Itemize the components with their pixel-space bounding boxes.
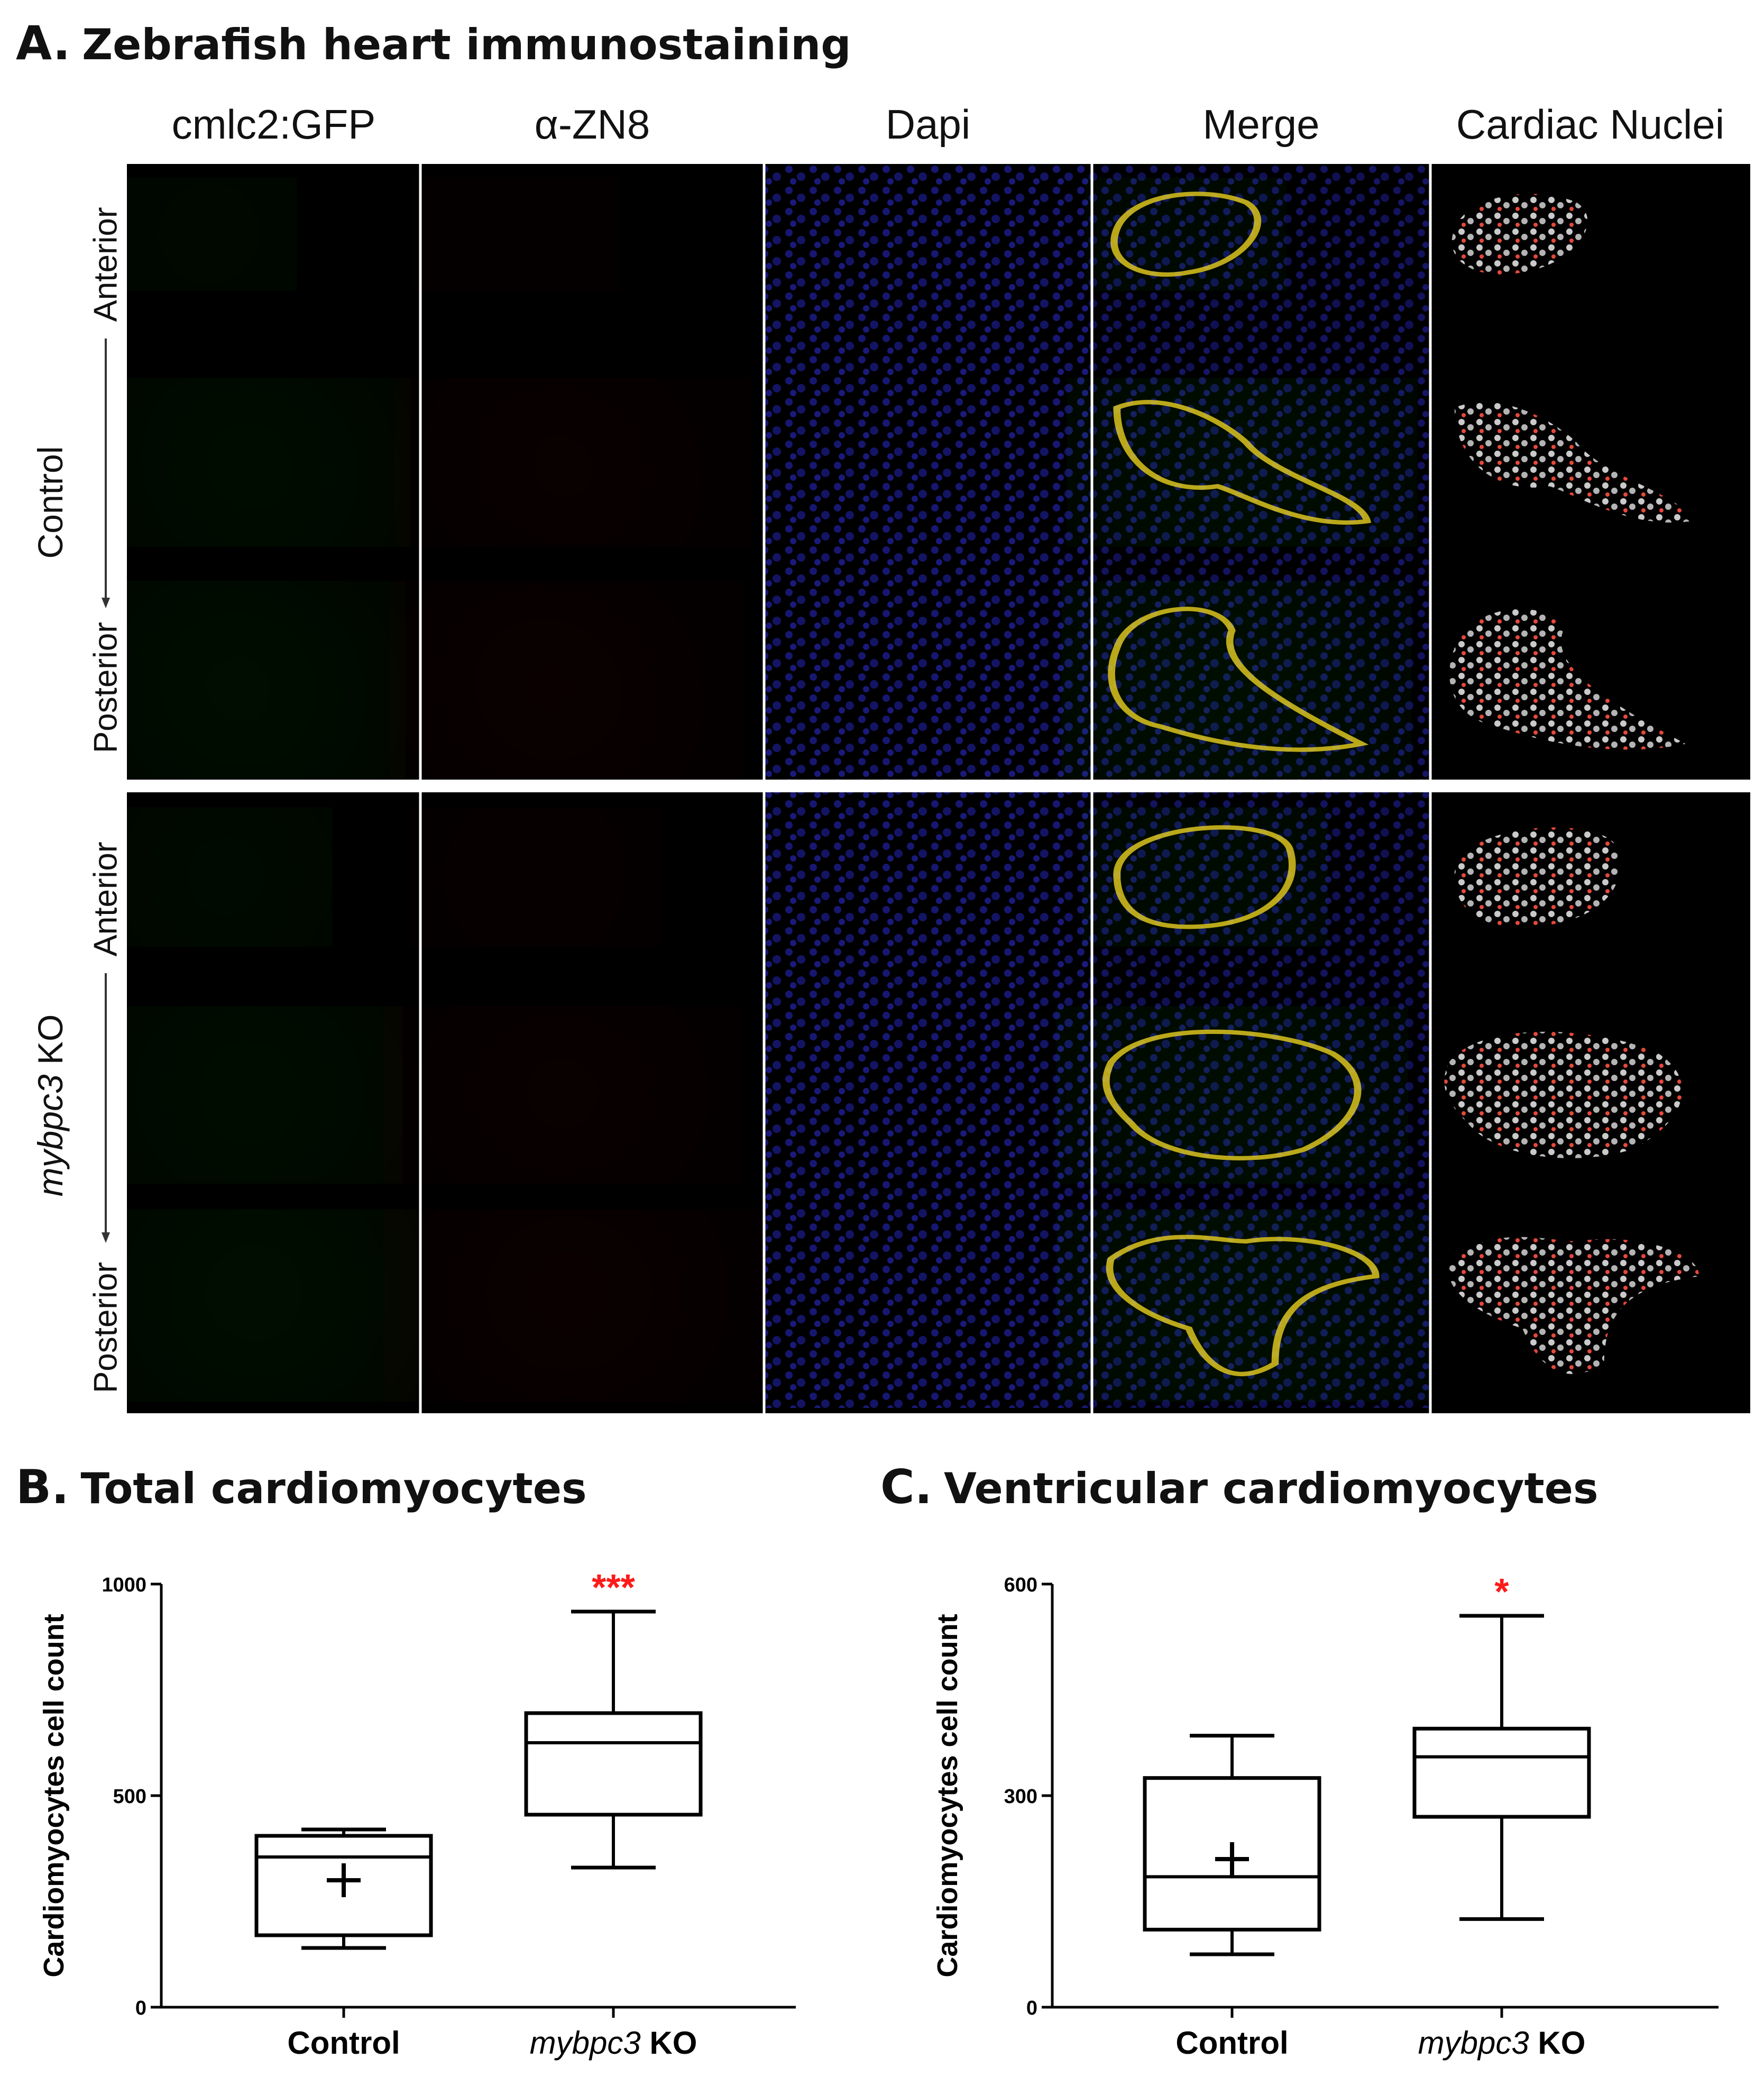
micro-tile-r1-merge xyxy=(1092,164,1430,369)
micro-tile-r6-zn8 xyxy=(420,1203,764,1408)
group-label-control: Control xyxy=(31,446,70,559)
y-axis-label: Cardiomyocytes cell count xyxy=(932,1614,963,1977)
y-tick-label: 0 xyxy=(1026,1997,1037,2019)
micro-tile-r5-nuclei xyxy=(1430,998,1750,1203)
micro-tile-r3-zn8 xyxy=(420,574,764,780)
panel-c-title: C. Ventricular cardiomyocytes xyxy=(880,1460,1598,1514)
box-control: Control xyxy=(1143,1734,1321,2061)
axis-arrows xyxy=(102,338,110,1243)
panel-c-title-text: Ventricular cardiomyocytes xyxy=(944,1464,1598,1513)
arrow-head-control xyxy=(102,598,110,608)
micro-tile-r6-merge xyxy=(1092,1203,1430,1408)
y-tick-label: 300 xyxy=(1004,1786,1037,1808)
micro-tile-r3-merge xyxy=(1092,574,1430,780)
micro-tile-r3-nuclei xyxy=(1430,574,1750,780)
micro-tile-r4-merge xyxy=(1092,792,1430,998)
significance-marker: * xyxy=(1494,1571,1509,1612)
microscopy-grid xyxy=(127,164,1750,1413)
x-category-label: Control xyxy=(1175,2025,1288,2061)
micro-tile-r1-nuclei xyxy=(1430,164,1750,369)
panel-b-letter: B. xyxy=(16,1460,69,1514)
micro-tile-r6-dapi xyxy=(764,1203,1092,1408)
box-control: Control xyxy=(254,1827,433,2061)
x-category-label: mybpc3 KO xyxy=(530,2025,697,2061)
column-header-dapi: Dapi xyxy=(885,101,971,148)
chart-ventricular-cardiomyocytes: 0 300 600 Cardiomyocytes cell count Control *… xyxy=(932,1571,1719,2061)
micro-tile-r3-gfp xyxy=(127,574,420,780)
micro-tile-r2-nuclei xyxy=(1430,369,1750,574)
column-header-zn8: α-ZN8 xyxy=(534,101,650,148)
column-header-merge: Merge xyxy=(1202,101,1320,148)
micro-tile-r1-gfp xyxy=(127,164,420,369)
y-tick-label: 1000 xyxy=(102,1574,146,1596)
micro-tile-r2-gfp xyxy=(127,369,420,574)
micro-tile-r5-gfp xyxy=(127,998,420,1203)
panel-b-title-text: Total cardiomyocytes xyxy=(80,1464,587,1513)
micro-group-divider xyxy=(127,780,1750,792)
arrow-head-ko xyxy=(102,1232,110,1243)
iqr-box xyxy=(524,1711,703,1817)
box-mybpc3-ko: *** mybpc3 KO xyxy=(524,1567,703,2061)
y-tick-label: 0 xyxy=(135,1997,146,2019)
micro-tile-r6-gfp xyxy=(127,1203,420,1408)
panel-a-title: A. Zebrafish heart immunostaining xyxy=(16,16,851,70)
group-label-mybpc3-ko: mybpc3 KO xyxy=(31,1014,70,1197)
micro-tile-r2-merge xyxy=(1092,369,1430,574)
micro-tile-r4-dapi xyxy=(764,792,1092,998)
micro-tile-r5-zn8 xyxy=(420,998,764,1203)
micro-tile-r5-merge xyxy=(1092,998,1430,1203)
microscopy-svg xyxy=(127,164,1750,1413)
micro-tile-r2-dapi xyxy=(764,369,1092,574)
column-header-nuclei: Cardiac Nuclei xyxy=(1456,101,1725,148)
micro-tile-r1-dapi xyxy=(764,164,1092,369)
micro-tile-r4-zn8 xyxy=(420,792,764,998)
micro-tile-r4-nuclei xyxy=(1430,792,1750,998)
box-mybpc3-ko: * mybpc3 KO xyxy=(1412,1571,1591,2061)
column-header-gfp: cmlc2:GFP xyxy=(171,101,376,148)
y-tick-label: 600 xyxy=(1004,1574,1037,1596)
micro-tile-r3-dapi xyxy=(764,574,1092,780)
panel-c-letter: C. xyxy=(880,1460,933,1514)
significance-marker: *** xyxy=(592,1567,635,1608)
iqr-box xyxy=(1412,1726,1591,1819)
x-category-label: Control xyxy=(287,2025,400,2061)
panel-a-title-text: Zebrafish heart immunostaining xyxy=(82,20,851,69)
x-category-label: mybpc3 KO xyxy=(1418,2025,1586,2061)
panel-b-title: B. Total cardiomyocytes xyxy=(16,1460,587,1514)
micro-tile-r2-zn8 xyxy=(420,369,764,574)
panel-a-letter: A. xyxy=(16,16,71,70)
micro-tile-r6-nuclei xyxy=(1430,1203,1750,1408)
micro-tile-r1-zn8 xyxy=(420,164,764,369)
chart-total-cardiomyocytes: 0 500 1000 Cardiomyocytes cell count Control… xyxy=(38,1567,796,2061)
micro-tile-r5-dapi xyxy=(764,998,1092,1203)
micro-tile-r4-gfp xyxy=(127,792,420,998)
y-axis-label: Cardiomyocytes cell count xyxy=(38,1614,70,1977)
y-tick-label: 500 xyxy=(113,1786,146,1808)
